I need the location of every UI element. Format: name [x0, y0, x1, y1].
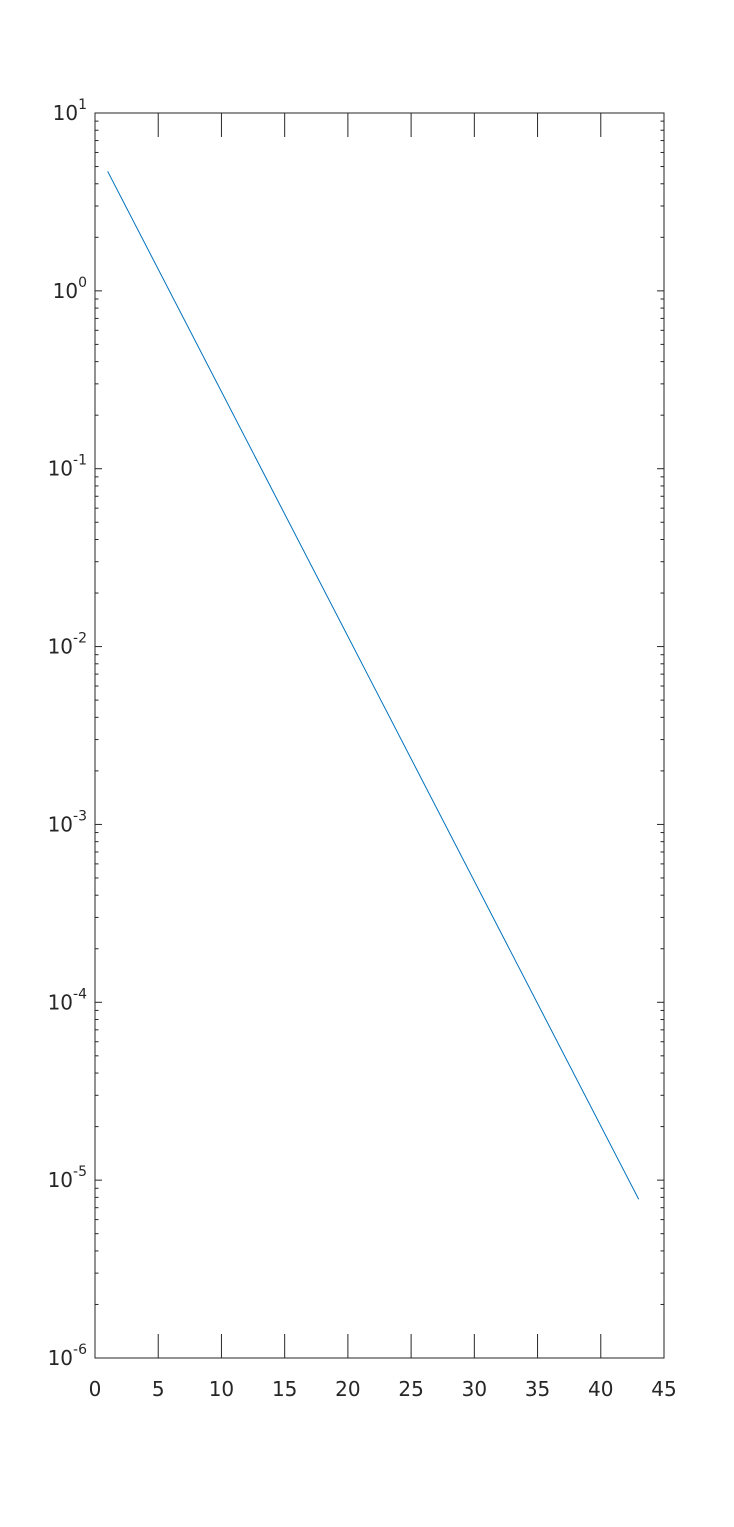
y-tick-label: 10-5	[48, 1164, 87, 1192]
x-tick-label: 10	[209, 1377, 234, 1401]
y-tick-labels: 101 100 10-1 10-2 10-3 10-4 10-5 10-6	[48, 97, 88, 1370]
x-tick-label: 30	[462, 1377, 487, 1401]
y-tick-label: 100	[53, 275, 87, 303]
x-tick-labels: 0 5 10 15 20 25 30 35 40 45	[89, 1377, 677, 1401]
minor-ticks	[95, 120, 664, 1305]
y-tick-label: 10-4	[48, 986, 88, 1014]
y-tick-label: 10-2	[48, 631, 87, 659]
x-tick-label: 20	[335, 1377, 360, 1401]
y-tick-label: 101	[53, 97, 87, 125]
y-tick-label: 10-6	[48, 1342, 88, 1370]
x-tick-label: 35	[525, 1377, 550, 1401]
series-line	[107, 171, 640, 1200]
axes-box	[94, 112, 665, 1359]
x-tick-label: 0	[89, 1377, 102, 1401]
major-ticks	[94, 112, 665, 1359]
x-tick-label: 40	[588, 1377, 613, 1401]
series-layer	[107, 171, 640, 1200]
plot-background	[95, 113, 664, 1358]
x-tick-label: 25	[398, 1377, 423, 1401]
y-tick-label: 10-1	[48, 453, 87, 481]
x-tick-label: 15	[272, 1377, 297, 1401]
x-tick-label: 5	[152, 1377, 165, 1401]
y-tick-label: 10-3	[48, 808, 87, 836]
x-tick-label: 45	[651, 1377, 676, 1401]
